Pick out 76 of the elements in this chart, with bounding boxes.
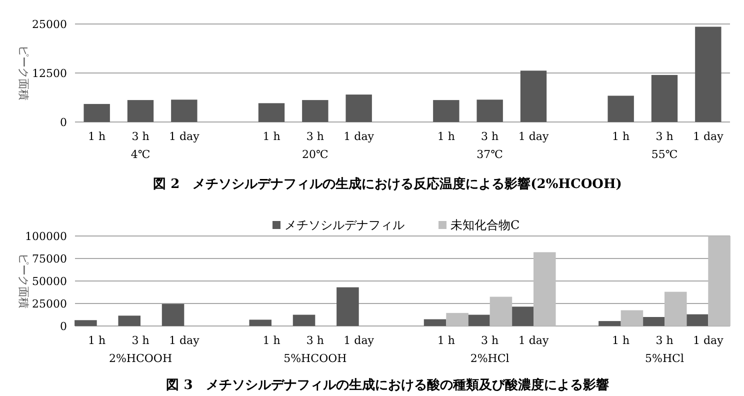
text: 55℃ bbox=[651, 148, 678, 161]
x-tick-label: 1 h bbox=[262, 334, 280, 347]
bar bbox=[598, 321, 621, 326]
x-tick-label: 1 h bbox=[437, 334, 455, 347]
x-tick-label: 3 h bbox=[306, 130, 324, 143]
bar bbox=[84, 104, 110, 122]
x-tick-label: 3 h bbox=[481, 334, 499, 347]
y-axis-title: ピーク面積 bbox=[17, 46, 30, 100]
y-tick-label: 12500 bbox=[32, 66, 67, 80]
bar bbox=[520, 70, 547, 122]
x-tick-label: 1 h bbox=[88, 130, 106, 143]
bar bbox=[490, 296, 512, 326]
text: 図 3 メチソシルデナフィルの生成における酸の種類及び酸濃度による影響 bbox=[166, 377, 609, 393]
bar bbox=[642, 317, 664, 326]
bar bbox=[336, 287, 359, 326]
x-tick-label: 3 h bbox=[481, 130, 499, 143]
x-tick-label: 1 day bbox=[344, 130, 375, 143]
x-tick-label: 1 day bbox=[344, 334, 375, 347]
x-tick-label: 3 h bbox=[132, 130, 150, 143]
x-tick-label: 1 h bbox=[612, 130, 630, 143]
bar bbox=[346, 94, 372, 122]
x-tick-label: 3 h bbox=[656, 334, 674, 347]
x-tick-label: 1 h bbox=[262, 130, 280, 143]
x-tick-label: 1 h bbox=[612, 334, 630, 347]
text: 4℃ bbox=[130, 148, 150, 161]
text: 5%HCl bbox=[645, 352, 684, 365]
bar bbox=[664, 292, 687, 326]
bar bbox=[708, 236, 730, 326]
bar bbox=[686, 314, 708, 326]
bar bbox=[620, 310, 644, 326]
bar bbox=[695, 26, 722, 122]
bar bbox=[468, 314, 490, 326]
bar bbox=[651, 74, 678, 122]
x-tick-label: 1 day bbox=[693, 130, 724, 143]
x-tick-label: 1 day bbox=[518, 130, 550, 143]
y-tick-label: 50000 bbox=[32, 274, 67, 288]
bar bbox=[534, 252, 556, 326]
x-tick-label: 3 h bbox=[656, 130, 674, 143]
bar bbox=[127, 100, 154, 122]
bar bbox=[171, 100, 198, 122]
bar bbox=[302, 100, 328, 122]
text: 5%HCOOH bbox=[284, 352, 347, 365]
bar bbox=[433, 100, 460, 122]
text: 20℃ bbox=[302, 148, 328, 161]
x-tick-label: 3 h bbox=[306, 334, 324, 347]
bar bbox=[608, 96, 634, 122]
x-tick-label: 1 day bbox=[693, 334, 724, 347]
x-tick-label: 1 h bbox=[88, 334, 106, 347]
y-tick-label: 100000 bbox=[25, 230, 67, 243]
y-tick-label: 0 bbox=[60, 320, 67, 333]
x-tick-label: 1 day bbox=[518, 334, 550, 347]
bar bbox=[258, 103, 285, 122]
bar bbox=[118, 316, 140, 326]
x-tick-label: 1 h bbox=[437, 130, 455, 143]
text: 図 2 メチソシルデナフィルの生成における反応温度による影響(2%HCOOH) bbox=[153, 176, 622, 192]
x-tick-label: 3 h bbox=[132, 334, 150, 347]
bar bbox=[249, 320, 272, 326]
bar bbox=[446, 312, 468, 326]
bar bbox=[292, 314, 316, 326]
bar bbox=[511, 306, 534, 326]
legend-label: メチソシルデナフィル bbox=[284, 218, 404, 232]
bar bbox=[424, 319, 446, 326]
y-tick-label: 0 bbox=[60, 116, 67, 129]
bar bbox=[162, 304, 184, 326]
y-axis-title: ピーク面積 bbox=[17, 254, 30, 308]
text: 2%HCl bbox=[470, 352, 510, 365]
x-tick-label: 1 day bbox=[169, 334, 200, 347]
x-tick-label: 1 day bbox=[169, 130, 200, 143]
bar bbox=[74, 320, 97, 326]
y-tick-label: 75000 bbox=[32, 252, 67, 266]
bar bbox=[476, 100, 503, 122]
text: 2%HCOOH bbox=[108, 352, 172, 365]
y-tick-label: 25000 bbox=[32, 18, 67, 31]
text: 37℃ bbox=[476, 148, 503, 161]
legend-label: 未知化合物C bbox=[450, 218, 520, 232]
y-tick-label: 25000 bbox=[32, 297, 67, 310]
